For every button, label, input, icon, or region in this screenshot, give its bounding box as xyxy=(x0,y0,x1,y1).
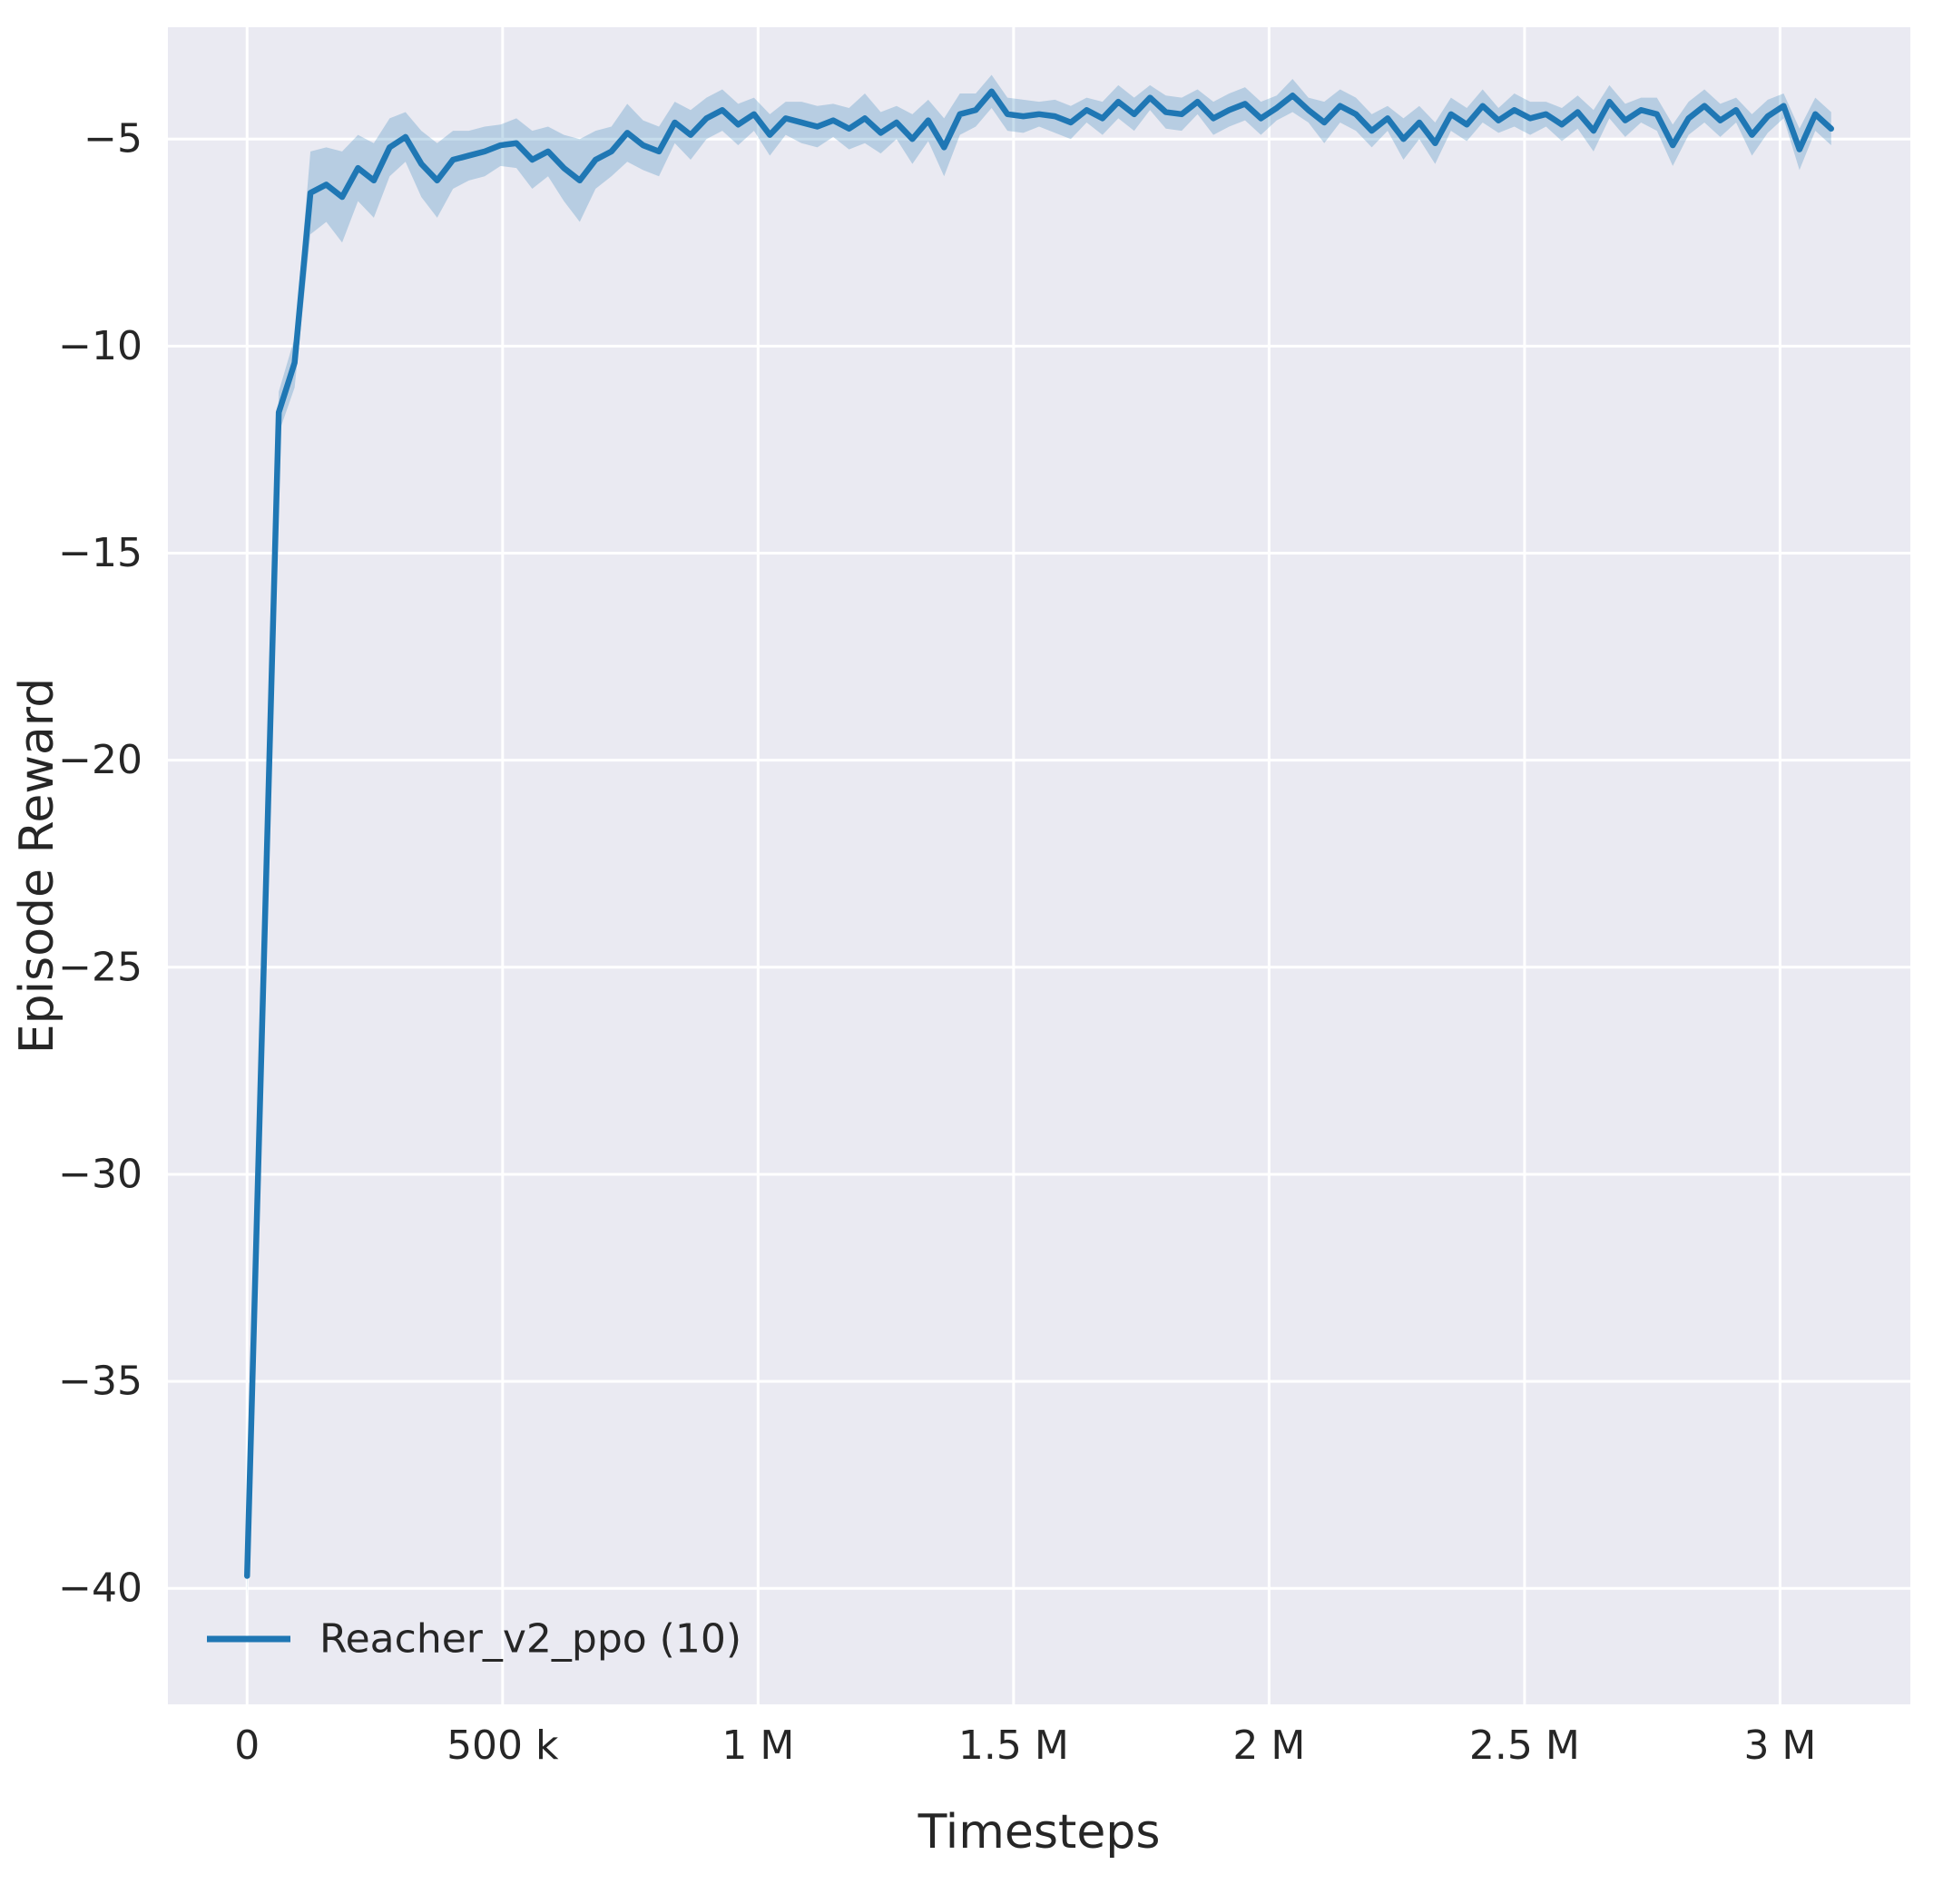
y-tick-label: −10 xyxy=(58,323,142,369)
y-tick-label: −25 xyxy=(58,944,142,990)
y-axis-label: Episode Reward xyxy=(10,678,64,1054)
y-tick-label: −35 xyxy=(58,1359,142,1405)
x-tick-label: 2 M xyxy=(1232,1722,1305,1769)
legend: Reacher_v2_ppo (10) xyxy=(207,1616,741,1663)
y-tick-label: −5 xyxy=(83,116,142,162)
mean-line xyxy=(244,88,1834,1579)
x-tick-label: 3 M xyxy=(1743,1722,1816,1769)
x-tick-label: 1.5 M xyxy=(958,1722,1069,1769)
plot-area xyxy=(168,27,1910,1704)
x-tick-labels: 0 500 k 1 M 1.5 M 2 M 2.5 M 3 M xyxy=(234,1722,1816,1769)
y-tick-labels: −5 −10 −15 −20 −25 −30 −35 −40 xyxy=(58,116,142,1612)
x-tick-label: 0 xyxy=(234,1722,260,1769)
x-tick-label: 500 k xyxy=(447,1722,559,1769)
y-tick-label: −30 xyxy=(58,1151,142,1197)
x-axis-label: Timesteps xyxy=(918,1805,1161,1860)
x-tick-label: 2.5 M xyxy=(1469,1722,1580,1769)
x-tick-label: 1 M xyxy=(721,1722,794,1769)
y-tick-label: −20 xyxy=(58,737,142,783)
gridlines xyxy=(168,27,1910,1704)
series-layer xyxy=(244,74,1834,1597)
y-tick-label: −40 xyxy=(58,1565,142,1612)
legend-label: Reacher_v2_ppo (10) xyxy=(319,1616,741,1663)
y-tick-label: −15 xyxy=(58,530,142,576)
